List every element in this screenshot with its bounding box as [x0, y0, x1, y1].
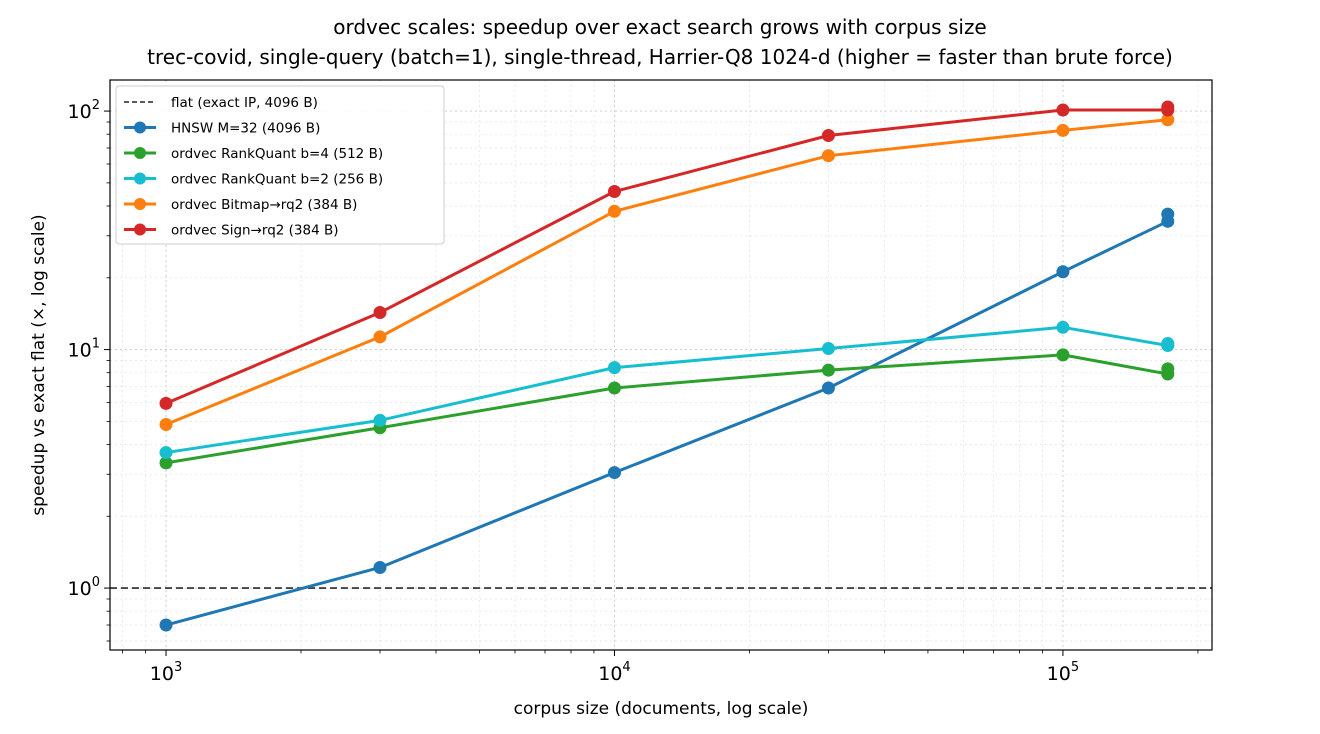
x-tick-label: 104: [598, 660, 630, 685]
y-axis-label: speedup vs exact flat (×, log scale): [29, 214, 49, 515]
data-point: [607, 361, 621, 375]
data-point: [1056, 123, 1070, 137]
y-tick-label: 100: [68, 575, 100, 600]
chart-subtitle: trec-covid, single-query (batch=1), sing…: [147, 45, 1173, 69]
data-point: [607, 204, 621, 218]
series-line-ordvec-sign-rq2-384-b: [165, 108, 1168, 405]
series-ordvec-bitmap-rq2-384-b: [159, 113, 1175, 432]
data-point: [1056, 348, 1070, 362]
series-line-hnsw-m-32-4096-b: [165, 219, 1169, 627]
series-line-ordvec-bitmap-rq2-384-b: [165, 118, 1168, 426]
data-point: [373, 306, 387, 320]
data-point: [1056, 265, 1070, 279]
legend: flat (exact IP, 4096 B) HNSW M=32 (4096 B…: [115, 85, 445, 245]
data-point: [159, 456, 173, 470]
legend-entry-ordvec-bitmap-rq2-384-b: ordvec Bitmap→rq2 (384 B): [124, 197, 357, 213]
data-point: [373, 330, 387, 344]
series-hnsw-m-32-4096-b: [159, 207, 1175, 632]
chart-title: ordvec scales: speedup over exact search…: [333, 15, 987, 39]
data-point: [1161, 100, 1175, 114]
data-point: [373, 413, 387, 427]
plot-frame: [109, 79, 1213, 651]
data-point: [1056, 320, 1070, 334]
y-tick-label: 102: [68, 98, 100, 123]
data-point: [1161, 113, 1175, 127]
legend-entry-ordvec-rankquant-b-4-512-b: ordvec RankQuant b=4 (512 B): [124, 146, 383, 162]
legend-marker: [134, 172, 146, 185]
data-point: [821, 342, 835, 356]
data-point: [607, 466, 621, 480]
legend-marker: [134, 223, 146, 236]
legend-label: ordvec RankQuant b=4 (512 B): [171, 146, 383, 162]
data-point: [159, 446, 173, 460]
data-point: [159, 418, 173, 432]
series-line-ordvec-rankquant-b-2-256-b: [165, 325, 1169, 455]
legend-label: ordvec RankQuant b=2 (256 B): [171, 172, 383, 188]
series-group: [159, 100, 1175, 632]
legend-marker: [134, 147, 146, 159]
legend-label: flat (exact IP, 4096 B): [171, 95, 318, 111]
series-ordvec-rankquant-b-2-256-b: [159, 320, 1175, 460]
data-point: [159, 396, 173, 410]
legend-label: HNSW M=32 (4096 B): [171, 121, 320, 137]
x-tick-label: 103: [150, 660, 182, 685]
data-point: [607, 381, 621, 395]
data-point: [821, 381, 835, 395]
legend-marker: [134, 121, 146, 134]
x-axis-label: corpus size (documents, log scale): [514, 699, 809, 719]
axis-ticks: 103 104 105 100 101 102: [68, 98, 1199, 685]
data-point: [1056, 103, 1070, 117]
data-point: [1161, 207, 1175, 221]
x-tick-label: 105: [1047, 660, 1079, 685]
data-point: [821, 128, 835, 142]
legend-entry-ordvec-rankquant-b-2-256-b: ordvec RankQuant b=2 (256 B): [124, 172, 383, 188]
data-point: [607, 185, 621, 199]
y-tick-label: 101: [68, 337, 100, 362]
data-point: [1161, 362, 1175, 376]
legend-label: ordvec Bitmap→rq2 (384 B): [171, 197, 357, 213]
data-point: [821, 149, 835, 163]
legend-box: [115, 85, 445, 245]
data-point: [1161, 337, 1175, 351]
data-point: [373, 560, 387, 574]
data-point: [821, 363, 835, 377]
legend-marker: [134, 198, 146, 210]
legend-label: ordvec Sign→rq2 (384 B): [171, 223, 339, 239]
series-line-ordvec-rankquant-b-4-512-b: [165, 353, 1169, 465]
data-point: [159, 618, 173, 632]
legend-entry-ordvec-sign-rq2-384-b: ordvec Sign→rq2 (384 B): [124, 223, 339, 239]
series-ordvec-sign-rq2-384-b: [159, 100, 1175, 410]
legend-entry-flat-exact-ip-4096-b: flat (exact IP, 4096 B): [124, 95, 318, 111]
legend-entry-hnsw-m-32-4096-b: HNSW M=32 (4096 B): [124, 121, 320, 137]
